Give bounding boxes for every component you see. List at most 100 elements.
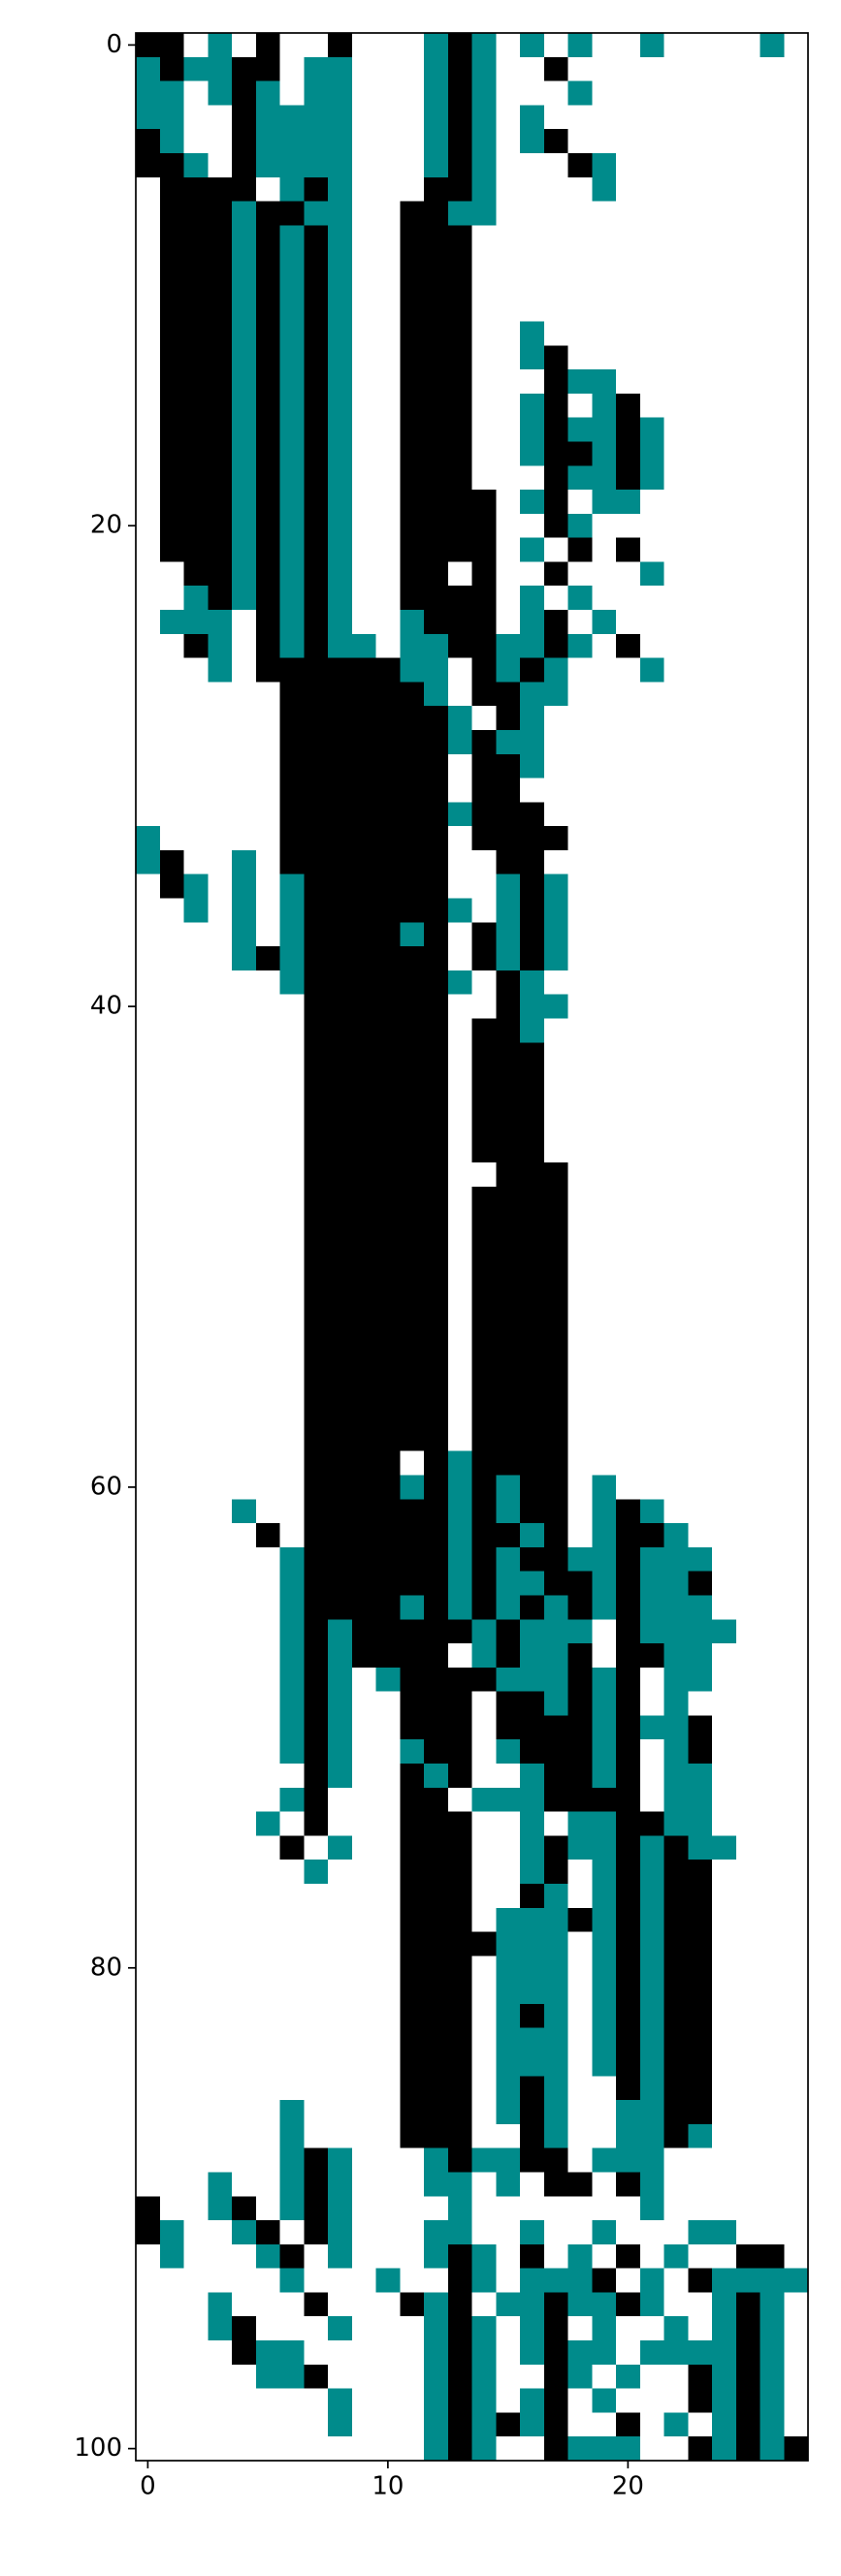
cell bbox=[375, 1354, 401, 1380]
cell bbox=[592, 1234, 617, 1259]
cell bbox=[520, 586, 545, 611]
cell bbox=[663, 1835, 689, 1860]
cell bbox=[639, 2292, 664, 2317]
cell bbox=[735, 1811, 760, 1836]
cell bbox=[688, 1835, 713, 1860]
cell bbox=[760, 657, 785, 683]
cell bbox=[471, 994, 497, 1019]
cell bbox=[279, 417, 305, 442]
cell bbox=[375, 2243, 401, 2270]
cell bbox=[136, 849, 161, 875]
cell bbox=[351, 1499, 376, 1524]
cell bbox=[136, 2076, 161, 2101]
cell bbox=[279, 1306, 305, 1332]
cell bbox=[424, 2340, 449, 2366]
cell bbox=[712, 970, 737, 996]
cell bbox=[567, 610, 593, 635]
cell bbox=[400, 1931, 425, 1956]
cell bbox=[688, 1162, 713, 1188]
cell bbox=[471, 2172, 497, 2197]
cell bbox=[471, 1162, 497, 1188]
cell bbox=[543, 1691, 568, 1716]
cell bbox=[279, 1907, 305, 1932]
cell bbox=[471, 441, 497, 466]
cell bbox=[447, 1931, 472, 1956]
cell bbox=[592, 970, 617, 996]
cell bbox=[279, 129, 305, 154]
cell bbox=[543, 970, 568, 996]
cell bbox=[400, 849, 425, 875]
cell bbox=[304, 2123, 329, 2149]
cell bbox=[424, 970, 449, 996]
cell bbox=[328, 2147, 353, 2173]
cell bbox=[183, 1691, 209, 1716]
cell bbox=[688, 1499, 713, 1524]
cell bbox=[351, 1306, 376, 1332]
cell bbox=[592, 1739, 617, 1765]
cell bbox=[183, 369, 209, 395]
cell bbox=[159, 2268, 184, 2293]
cell bbox=[760, 1330, 785, 1355]
cell bbox=[447, 1114, 472, 1139]
cell bbox=[784, 1956, 809, 1981]
cell bbox=[208, 994, 233, 1019]
cell bbox=[520, 1931, 545, 1956]
cell bbox=[208, 898, 233, 923]
cell bbox=[447, 1787, 472, 1813]
cell bbox=[688, 1764, 713, 1789]
cell bbox=[183, 1354, 209, 1380]
cell bbox=[328, 56, 353, 81]
cell bbox=[688, 1138, 713, 1163]
cell bbox=[400, 225, 425, 250]
cell bbox=[543, 1931, 568, 1956]
cell bbox=[279, 826, 305, 851]
cell bbox=[159, 1234, 184, 1259]
cell bbox=[784, 2388, 809, 2413]
cell bbox=[328, 2220, 353, 2245]
cell bbox=[159, 1258, 184, 1284]
cell bbox=[760, 33, 785, 58]
cell bbox=[375, 2100, 401, 2125]
cell bbox=[375, 1042, 401, 1067]
cell bbox=[255, 2172, 280, 2197]
cell bbox=[351, 2220, 376, 2245]
cell bbox=[351, 1403, 376, 1428]
cell bbox=[712, 778, 737, 803]
cell bbox=[543, 2388, 568, 2413]
cell bbox=[567, 1187, 593, 1212]
cell bbox=[159, 1811, 184, 1836]
cell bbox=[328, 33, 353, 58]
cell bbox=[255, 1619, 280, 1644]
cell bbox=[375, 1546, 401, 1573]
cell bbox=[183, 1090, 209, 1116]
cell bbox=[712, 1234, 737, 1259]
cell bbox=[328, 946, 353, 971]
cell bbox=[208, 1595, 233, 1620]
cell bbox=[592, 778, 617, 803]
cell bbox=[712, 610, 737, 635]
cell bbox=[183, 272, 209, 299]
cell bbox=[159, 802, 184, 827]
cell bbox=[136, 1811, 161, 1836]
cell bbox=[328, 1835, 353, 1860]
cell bbox=[304, 586, 329, 611]
cell bbox=[496, 2220, 521, 2245]
cell bbox=[735, 1042, 760, 1067]
cell bbox=[183, 778, 209, 803]
cell bbox=[208, 1042, 233, 1067]
cell bbox=[351, 1546, 376, 1573]
cell bbox=[616, 1018, 641, 1043]
cell bbox=[520, 513, 545, 539]
cell bbox=[232, 1595, 257, 1620]
cell bbox=[616, 753, 641, 779]
cell bbox=[328, 1595, 353, 1620]
cell bbox=[712, 465, 737, 491]
cell bbox=[520, 1980, 545, 2005]
cell bbox=[304, 2316, 329, 2341]
cell bbox=[543, 1980, 568, 2005]
cell bbox=[159, 1499, 184, 1524]
cell bbox=[208, 2003, 233, 2029]
cell bbox=[328, 1354, 353, 1380]
cell bbox=[592, 152, 617, 178]
